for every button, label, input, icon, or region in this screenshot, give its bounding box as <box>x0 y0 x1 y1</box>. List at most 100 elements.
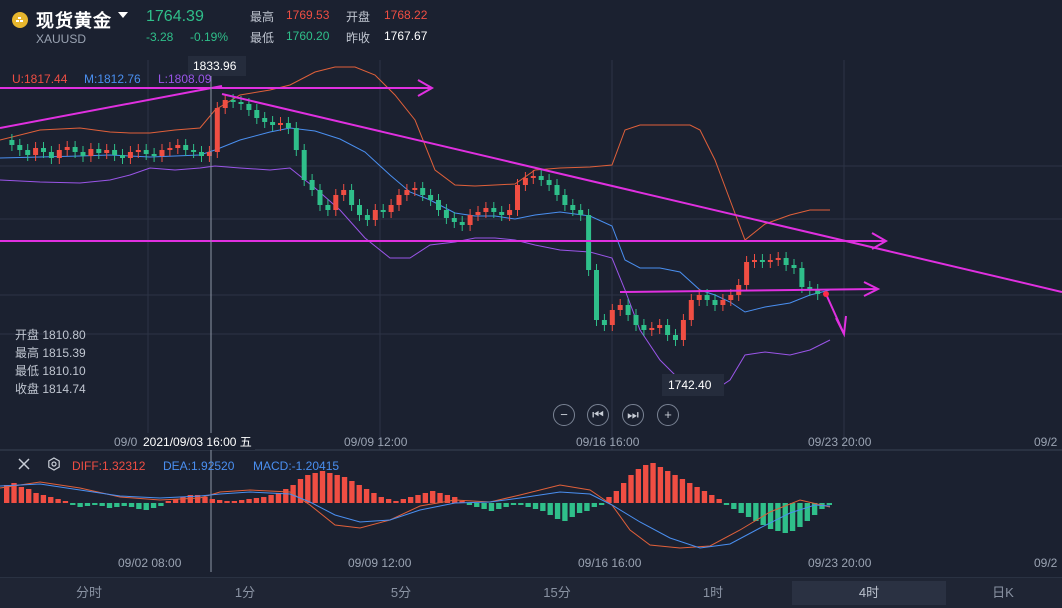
candle-body <box>388 205 394 212</box>
macd-bar <box>422 493 429 503</box>
zoom-out-button[interactable]: − <box>553 404 575 426</box>
candle-body <box>159 150 165 156</box>
candle-body <box>799 268 805 287</box>
tab-15min[interactable]: 15分 <box>543 585 571 600</box>
macd-bar <box>305 475 311 503</box>
tab-5min[interactable]: 5分 <box>390 585 412 600</box>
macd-bar <box>33 493 39 503</box>
candle-body <box>578 210 584 215</box>
candle-body <box>530 176 536 178</box>
macd-bar <box>525 503 531 507</box>
macd-bar <box>70 503 76 505</box>
tab-daily[interactable]: 日K <box>992 585 1014 600</box>
macd-bar <box>385 499 392 503</box>
candle-body <box>522 178 528 185</box>
macd-dif-line <box>0 481 831 549</box>
x-label: 09/2 <box>1034 435 1058 449</box>
candle-body <box>775 258 781 260</box>
tab-1min[interactable]: 1分 <box>234 585 256 600</box>
candle-body <box>151 154 157 156</box>
candle-body <box>420 188 426 195</box>
dropdown-caret-icon[interactable] <box>118 12 128 18</box>
high-value: 1769.53 <box>286 8 330 22</box>
macd-bar <box>496 503 502 509</box>
macd-bar <box>782 503 788 533</box>
candle-body <box>183 145 189 150</box>
macd-bar <box>650 463 656 503</box>
macd-bar <box>437 493 443 503</box>
grid <box>0 60 1062 450</box>
candle-body <box>120 155 125 158</box>
macd-bar <box>128 503 135 507</box>
candle-body <box>467 215 473 225</box>
macd-bar <box>209 499 216 503</box>
close-icon[interactable] <box>17 457 31 471</box>
candle-body <box>673 335 678 340</box>
macd-bar <box>11 483 17 503</box>
candle-body <box>815 290 821 294</box>
candle-body <box>364 215 370 220</box>
instrument-title[interactable]: 现货黄金 <box>36 11 112 31</box>
macd-bar <box>819 503 825 509</box>
macd-bar <box>224 501 230 503</box>
candle-body <box>25 150 31 155</box>
tab-1h[interactable]: 1时 <box>702 585 724 600</box>
boll-u-label: U:1817.44 <box>12 72 68 86</box>
macd-bar <box>187 495 193 503</box>
macd-bar <box>430 491 436 503</box>
candle-body <box>712 300 718 305</box>
macd-bar <box>165 501 171 503</box>
candle-body <box>404 190 410 195</box>
macd-bar <box>643 465 649 503</box>
zoom-in-button[interactable]: + <box>657 404 679 426</box>
boll-m-label: M:1812.76 <box>84 72 141 86</box>
candle-body <box>88 149 94 156</box>
scroll-start-button[interactable]: ⏮ <box>587 404 609 426</box>
macd-bar <box>415 495 421 503</box>
candle-body <box>728 295 734 300</box>
macd-bar <box>576 503 583 513</box>
candle-body <box>167 148 173 150</box>
tab-fenshi[interactable]: 分时 <box>75 585 102 600</box>
max-label-box <box>188 56 246 76</box>
macd-bar <box>114 503 120 507</box>
candle-body <box>491 208 497 212</box>
candle-body <box>696 295 702 300</box>
ohlc-open: 开盘 1810.80 <box>15 328 86 342</box>
candle-body <box>412 188 418 190</box>
candle-body <box>293 128 299 150</box>
candle-body <box>214 108 220 152</box>
candle-body <box>9 140 15 145</box>
macd-x-label: 09/2 <box>1034 556 1058 570</box>
candle-body <box>72 147 78 152</box>
macd-bar <box>731 503 737 509</box>
candle-body <box>767 260 773 262</box>
candle-body <box>246 104 252 110</box>
price-change-pct: -0.19% <box>190 30 229 44</box>
tab-4h[interactable]: 4时 <box>792 581 946 605</box>
macd-bar <box>789 503 796 531</box>
arrowhead-icon <box>863 281 881 297</box>
candle-body <box>262 118 268 122</box>
rising-trendline <box>0 85 223 129</box>
macd-bar <box>407 497 414 503</box>
settings-icon[interactable] <box>47 457 61 471</box>
macd-bar <box>334 475 340 503</box>
macd-bar <box>554 503 561 519</box>
candle-body <box>554 185 560 195</box>
mid-band <box>0 127 831 313</box>
candle-body <box>199 152 204 156</box>
candle-body <box>680 320 686 340</box>
prev-close-label: 昨收 <box>346 31 371 45</box>
candle-body <box>609 310 615 325</box>
scroll-end-button[interactable]: ⏭ <box>622 404 644 426</box>
macd-bar <box>283 489 289 503</box>
macd-bar <box>40 495 47 503</box>
macd-bar <box>532 503 539 509</box>
candle-body <box>704 295 710 300</box>
candle-body <box>443 210 449 218</box>
macd-bar <box>775 503 781 531</box>
candle-body <box>238 102 244 104</box>
macd-bar <box>4 485 10 503</box>
